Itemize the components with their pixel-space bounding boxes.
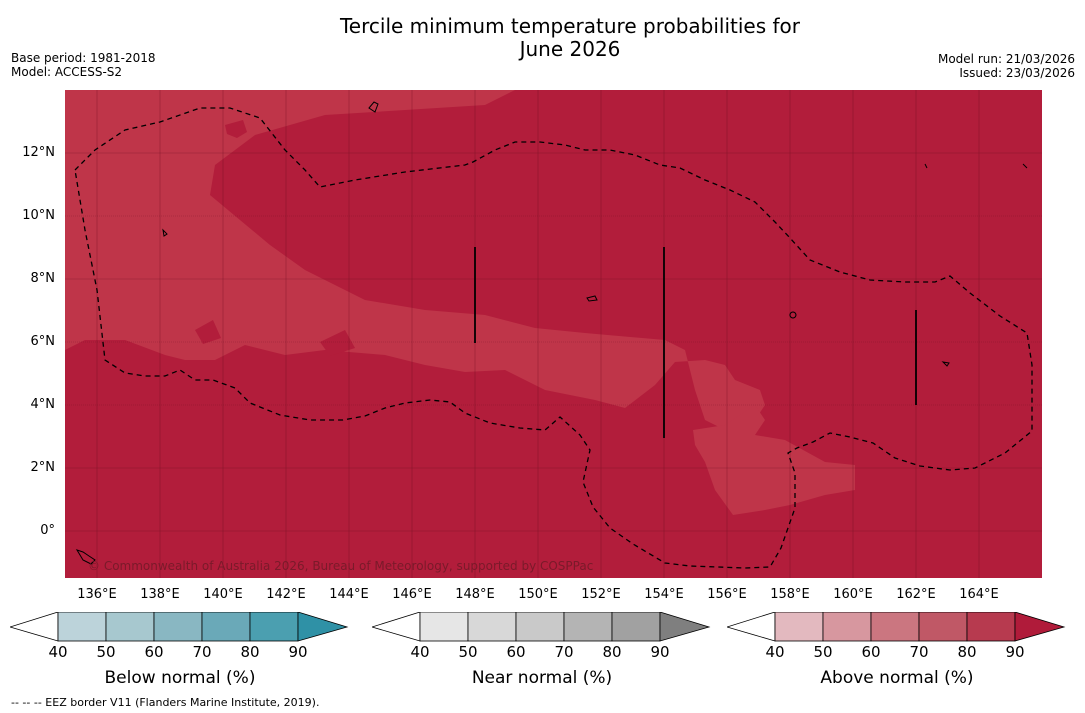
cbar-seg	[659, 612, 711, 642]
colorbar-label-below: Below normal (%)	[104, 668, 256, 688]
x-tick-label: 154°E	[644, 587, 684, 602]
cbar-seg	[57, 612, 107, 642]
colorbar-svg	[727, 612, 1066, 642]
cbar-seg	[10, 612, 59, 642]
title-line-2: June 2026	[519, 37, 621, 61]
x-tick-label: 158°E	[770, 587, 810, 602]
cbar-tick: 60	[861, 643, 881, 661]
cbar-tick: 60	[506, 643, 526, 661]
copyright-notice: © Commonwealth of Australia 2026, Bureau…	[88, 559, 594, 573]
cbar-tick: 70	[554, 643, 574, 661]
cbar-seg	[249, 612, 299, 642]
cbar-tick: 40	[410, 643, 430, 661]
y-tick-label: 0°	[40, 523, 55, 538]
cbar-tick: 80	[602, 643, 622, 661]
x-tick-label: 156°E	[707, 587, 747, 602]
x-tick-label: 138°E	[140, 587, 180, 602]
x-tick-label: 164°E	[959, 587, 999, 602]
colorbar-label-above: Above normal (%)	[820, 668, 974, 688]
x-tick-label: 146°E	[392, 587, 432, 602]
x-tick-label: 140°E	[203, 587, 243, 602]
colorbar-svg	[372, 612, 711, 642]
cbar-tick: 80	[240, 643, 260, 661]
meta-right: Model run: 21/03/2026 Issued: 23/03/2026	[938, 52, 1075, 80]
cbar-tick: 50	[96, 643, 116, 661]
y-tick-label: 6°N	[30, 334, 56, 349]
cbar-seg	[153, 612, 203, 642]
cbar-tick: 90	[1005, 643, 1025, 661]
cbar-seg	[201, 612, 251, 642]
y-tick-label: 8°N	[30, 271, 56, 286]
cbar-tick: 40	[48, 643, 68, 661]
cbar-tick: 80	[957, 643, 977, 661]
x-tick-label: 136°E	[77, 587, 117, 602]
x-tick-label: 162°E	[896, 587, 936, 602]
model-run: Model run: 21/03/2026	[937, 52, 1075, 66]
x-tick-label: 148°E	[455, 587, 495, 602]
map-area	[65, 90, 1042, 578]
meta-left: Base period: 1981-2018 Model: ACCESS-S2	[11, 51, 156, 79]
above-normal-70-region-east	[693, 405, 855, 515]
cbar-seg	[966, 612, 1016, 642]
cbar-tick: 50	[813, 643, 833, 661]
above-normal-80-patch-3	[320, 330, 355, 356]
y-tick-label: 2°N	[30, 460, 56, 475]
x-tick-label: 152°E	[581, 587, 621, 602]
cbar-seg	[563, 612, 613, 642]
cbar-seg	[1014, 612, 1066, 642]
map-svg	[65, 90, 1042, 578]
colorbar-below-normal	[10, 612, 350, 642]
cbar-seg	[419, 612, 469, 642]
cbar-seg	[611, 612, 661, 642]
above-normal-80-patch-2	[195, 320, 221, 344]
above-normal-80-patch-1	[225, 120, 247, 138]
islands	[75, 101, 1028, 565]
issued-date: Issued: 23/03/2026	[959, 66, 1075, 80]
base-period: Base period: 1981-2018	[11, 51, 156, 65]
cbar-tick: 70	[192, 643, 212, 661]
cbar-seg	[774, 612, 824, 642]
cbar-seg	[515, 612, 565, 642]
colorbar-above-normal	[727, 612, 1067, 642]
cbar-seg	[105, 612, 155, 642]
cbar-seg	[870, 612, 920, 642]
cbar-seg	[372, 612, 421, 642]
x-tick-label: 150°E	[518, 587, 558, 602]
x-tick-label: 142°E	[266, 587, 306, 602]
model-name: Model: ACCESS-S2	[11, 65, 123, 79]
eez-border	[74, 107, 1033, 569]
cbar-tick: 90	[650, 643, 670, 661]
y-tick-label: 10°N	[22, 208, 55, 223]
cbar-seg	[467, 612, 517, 642]
cbar-seg	[297, 612, 349, 642]
cbar-tick: 50	[458, 643, 478, 661]
y-tick-label: 4°N	[30, 397, 56, 412]
above-normal-70-region-west	[65, 90, 765, 430]
cbar-tick: 60	[144, 643, 164, 661]
cbar-seg	[727, 612, 776, 642]
cbar-tick: 90	[288, 643, 308, 661]
colorbar-label-near: Near normal (%)	[471, 668, 613, 688]
title-line-1: Tercile minimum temperature probabilitie…	[339, 14, 801, 38]
cbar-tick: 40	[765, 643, 785, 661]
cbar-tick: 70	[909, 643, 929, 661]
y-tick-label: 12°N	[22, 145, 55, 160]
eez-footnote: -- -- -- EEZ border V11 (Flanders Marine…	[11, 696, 320, 709]
cbar-seg	[822, 612, 872, 642]
map-title: Tercile minimum temperature probabilitie…	[270, 15, 870, 61]
colorbar-svg	[10, 612, 349, 642]
x-tick-label: 160°E	[833, 587, 873, 602]
x-tick-label: 144°E	[329, 587, 369, 602]
colorbar-near-normal	[372, 612, 712, 642]
cbar-seg	[918, 612, 968, 642]
